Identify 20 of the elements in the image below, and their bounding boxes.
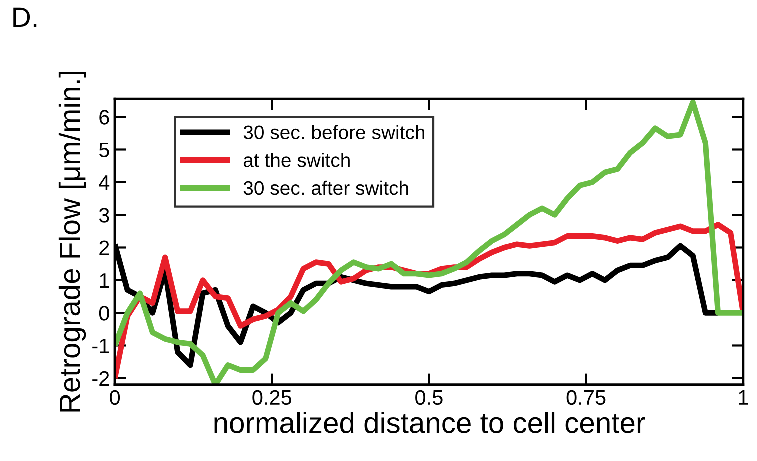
x-axis-title: normalized distance to cell center [214, 412, 646, 434]
y-tick-label: 2 [100, 240, 110, 256]
legend-label: at the switch [244, 153, 350, 168]
x-tick-label: 1 [739, 390, 748, 405]
y-tick-label: 4 [99, 176, 110, 190]
y-tick-label: 0 [99, 306, 110, 321]
y-tick-label: -1 [92, 338, 110, 354]
y-axis-title: Retrograde Flow [μm/min.] [58, 72, 86, 412]
y-tick-label: 1 [100, 274, 110, 288]
x-tick-label: 0.75 [566, 390, 606, 406]
text: D. [14, 8, 37, 28]
y-tick-label: 5 [99, 142, 110, 158]
legend-label: 30 sec. after switch [244, 180, 408, 196]
legend-label: 30 sec. before switch [244, 125, 424, 140]
y-tick-label: 6 [100, 110, 110, 125]
x-tick-label: 0.25 [252, 390, 292, 406]
x-tick-label: 0 [110, 390, 120, 406]
x-tick-label: 0.5 [416, 390, 443, 406]
y-tick-label: -2 [92, 371, 110, 386]
y-tick-label: 3 [99, 208, 110, 223]
